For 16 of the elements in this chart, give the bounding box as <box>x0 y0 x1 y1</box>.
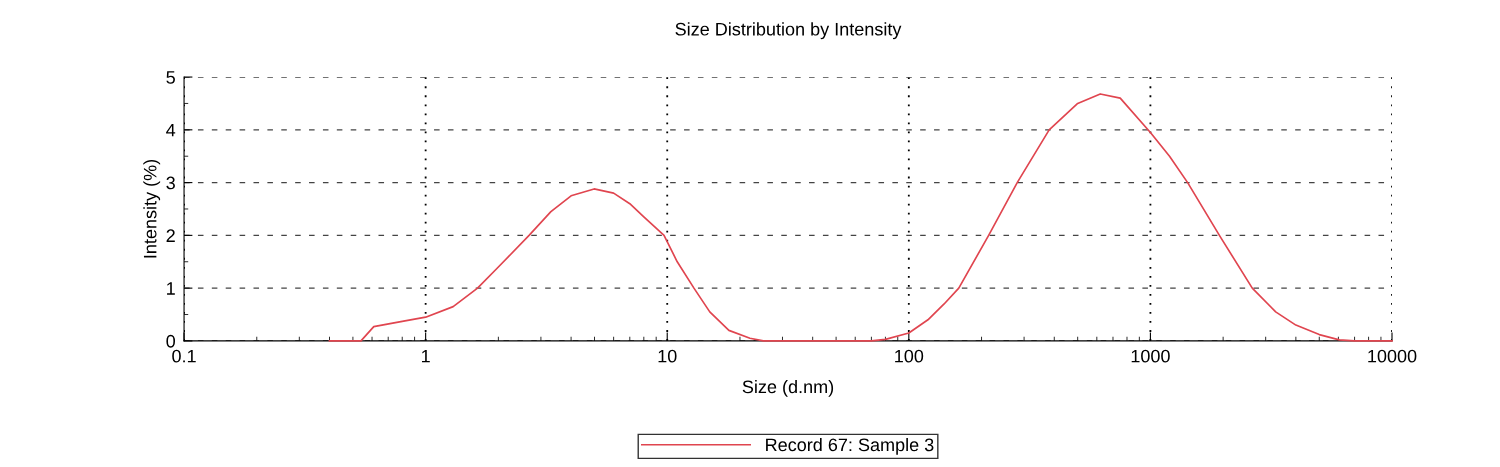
x-tick-label: 10 <box>658 349 677 363</box>
y-tick-label: 1 <box>167 282 175 295</box>
y-tick-label: 0 <box>166 334 176 348</box>
y-tick-label: 3 <box>166 176 175 190</box>
chart-title: Size Distribution by Intensity <box>675 22 902 40</box>
y-tick-label: 4 <box>166 123 176 137</box>
x-tick-label: 1000 <box>1131 349 1170 363</box>
y-tick-label: 5 <box>166 71 175 84</box>
y-axis-title: Intensity (%) <box>143 159 161 258</box>
x-axis-title: Size (d.nm) <box>742 379 834 397</box>
y-tick-label: 2 <box>166 229 175 242</box>
x-tick-label: 10000 <box>1368 349 1417 363</box>
text: Record 67: Sample 3 <box>766 437 934 455</box>
x-tick-label: 100 <box>895 349 924 363</box>
x-tick-label: 0.1 <box>172 349 196 363</box>
x-tick-label: 1 <box>422 349 430 363</box>
